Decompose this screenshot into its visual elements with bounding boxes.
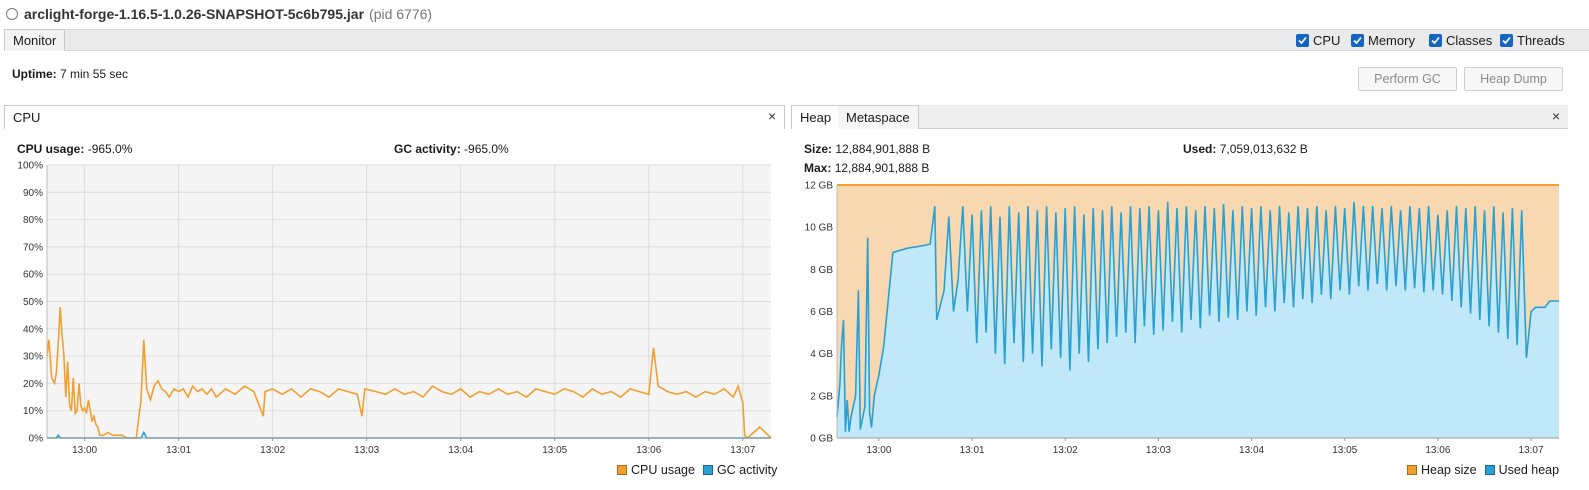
tab-cpu-label: CPU (13, 110, 41, 125)
x-tick-label: 13:05 (542, 445, 567, 456)
y-tick-label: 60% (23, 270, 43, 281)
tab-monitor[interactable]: Monitor (4, 29, 66, 51)
checkbox-checked-icon (1351, 34, 1364, 47)
y-tick-label: 10 GB (805, 223, 834, 234)
x-tick-label: 13:00 (866, 445, 891, 456)
y-tick-label: 40% (23, 324, 43, 335)
x-tick-label: 13:01 (960, 445, 985, 456)
heap-size-legend-swatch (1407, 465, 1417, 475)
heap-dump-button[interactable]: Heap Dump (1464, 67, 1563, 91)
window-title-bar: arclight-forge-1.16.5-1.0.26-SNAPSHOT-5c… (0, 0, 1589, 28)
heap-chart: 0 GB 2 GB 4 GB 6 GB 8 GB 10 GB 12 GB 13:00 13:01… (805, 181, 1559, 456)
heap-max-label: Max: (804, 161, 832, 175)
checkbox-threads[interactable]: Threads (1500, 33, 1565, 48)
gc-activity-label: GC activity: (394, 142, 461, 156)
cpu-usage-label: CPU usage: (17, 142, 85, 156)
y-tick-label: 0% (29, 434, 44, 445)
tab-heap-label: Heap (800, 110, 832, 125)
gc-activity-stat: GC activity: -965.0% (394, 142, 509, 156)
y-tick-label: 8 GB (810, 265, 833, 276)
tab-cpu[interactable]: CPU (4, 105, 785, 129)
y-tick-label: 100% (17, 161, 43, 172)
gc-activity-value: -965.0% (464, 142, 509, 156)
y-tick-label: 50% (23, 297, 43, 308)
heap-size-legend-label: Heap size (1421, 463, 1477, 477)
checkbox-checked-icon (1296, 34, 1309, 47)
y-tick-label: 2 GB (810, 391, 833, 402)
y-tick-label: 10% (23, 406, 43, 417)
heap-size-stat: Size: 12,884,901,888 B (804, 142, 930, 156)
used-heap-legend-label: Used heap (1498, 463, 1560, 477)
x-tick-label: 13:02 (1053, 445, 1078, 456)
heap-size-value: 12,884,901,888 B (835, 142, 931, 156)
heap-used-stat: Used: 7,059,013,632 B (1183, 142, 1308, 156)
uptime-row: Uptime: 7 min 55 sec (12, 67, 128, 81)
used-heap-legend-swatch (1484, 465, 1495, 475)
cpu-panel-close-icon[interactable]: × (768, 108, 777, 124)
cpu-chart: 0% 10% 20% 30% 40% 50% 60% 70% 80% 90% 100% 13:00 13… (17, 161, 772, 456)
heap-panel-header (791, 105, 1568, 129)
x-tick-label: 13:01 (166, 445, 191, 456)
uptime-label: Uptime: (12, 67, 57, 81)
heap-panel-close-icon[interactable]: × (1552, 108, 1561, 124)
heap-max-value: 12,884,901,888 B (834, 161, 930, 175)
cpu-usage-series-line (46, 306, 772, 440)
x-tick-label: 13:04 (1239, 445, 1264, 456)
y-tick-label: 80% (23, 215, 43, 226)
status-circle-icon (6, 8, 18, 20)
checkbox-memory-label: Memory (1368, 33, 1415, 48)
x-tick-label: 13:03 (354, 445, 379, 456)
checkbox-memory[interactable]: Memory (1351, 33, 1415, 48)
y-tick-label: 30% (23, 352, 43, 363)
pid-label: (pid 6776) (369, 6, 433, 22)
x-tick-label: 13:05 (1332, 445, 1357, 456)
cpu-usage-legend-label: CPU usage (631, 463, 695, 477)
heap-max-stat: Max: 12,884,901,888 B (804, 161, 929, 175)
x-tick-label: 13:07 (730, 445, 755, 456)
y-tick-label: 90% (23, 188, 43, 199)
x-tick-label: 13:06 (1425, 445, 1450, 456)
monitor-toolbar (4, 29, 1589, 51)
y-tick-label: 20% (23, 379, 43, 390)
x-tick-label: 13:04 (448, 445, 473, 456)
tab-metaspace[interactable]: Metaspace (838, 105, 919, 129)
x-tick-label: 13:07 (1519, 445, 1544, 456)
checkbox-checked-icon (1500, 34, 1513, 47)
gc-activity-legend-swatch (702, 465, 713, 475)
heap-used-value: 7,059,013,632 B (1219, 142, 1308, 156)
tab-heap[interactable]: Heap (791, 105, 841, 129)
checkbox-classes[interactable]: Classes (1429, 33, 1492, 48)
perform-gc-button[interactable]: Perform GC (1358, 67, 1457, 91)
y-tick-label: 0 GB (810, 434, 833, 445)
x-tick-label: 13:03 (1146, 445, 1171, 456)
y-tick-label: 12 GB (805, 181, 834, 192)
heap-used-label: Used: (1183, 142, 1217, 156)
checkbox-cpu[interactable]: CPU (1296, 33, 1340, 48)
cpu-usage-legend-swatch (617, 465, 627, 475)
uptime-value: 7 min 55 sec (60, 67, 129, 81)
cpu-usage-value: -965.0% (87, 142, 133, 156)
tab-metaspace-label: Metaspace (846, 110, 910, 125)
checkbox-classes-label: Classes (1446, 33, 1493, 48)
checkbox-checked-icon (1429, 34, 1442, 47)
cpu-legend: CPU usage GC activity (617, 463, 777, 477)
x-tick-label: 13:06 (636, 445, 661, 456)
heap-legend: Heap size Used heap (1407, 463, 1559, 477)
x-tick-label: 13:00 (72, 445, 97, 456)
x-tick-label: 13:02 (260, 445, 285, 456)
y-tick-label: 6 GB (810, 307, 833, 318)
cpu-usage-stat: CPU usage: -965.0% (17, 142, 132, 156)
checkbox-threads-label: Threads (1517, 33, 1565, 48)
y-tick-label: 70% (23, 242, 43, 253)
gc-activity-legend-label: GC activity (716, 463, 778, 477)
checkbox-cpu-label: CPU (1313, 33, 1341, 48)
app-title: arclight-forge-1.16.5-1.0.26-SNAPSHOT-5c… (24, 6, 365, 22)
used-heap-series-line (836, 201, 1559, 432)
tab-monitor-label: Monitor (13, 33, 57, 48)
heap-size-label: Size: (804, 142, 833, 156)
y-tick-label: 4 GB (810, 349, 833, 360)
